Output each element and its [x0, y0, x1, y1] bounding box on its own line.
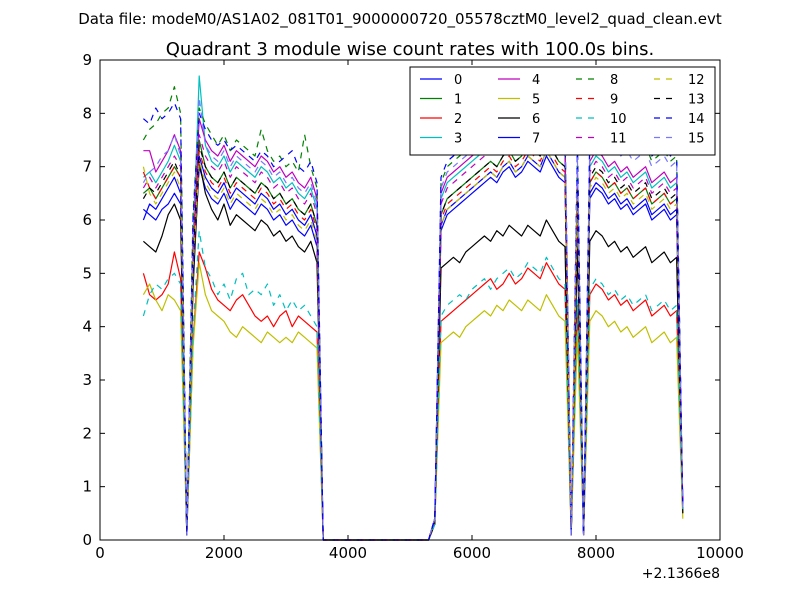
y-tick-label-3: 3	[82, 371, 92, 389]
legend-label-0: 0	[454, 73, 462, 88]
y-tick-label-2: 2	[82, 424, 92, 442]
legend-label-15: 15	[688, 132, 705, 147]
legend-label-8: 8	[610, 73, 618, 88]
y-tick-label-5: 5	[82, 264, 92, 282]
series-line-14	[143, 102, 684, 541]
legend-label-4: 4	[532, 73, 540, 88]
y-tick-label-7: 7	[82, 158, 92, 176]
suptitle: Data file: modeM0/AS1A02_081T01_90000007…	[78, 10, 722, 29]
y-tick-label-1: 1	[82, 478, 92, 496]
y-tick-label-6: 6	[82, 211, 92, 229]
x-tick-label-8000: 8000	[577, 544, 615, 562]
legend-label-9: 9	[610, 93, 618, 108]
legend-label-11: 11	[610, 132, 627, 147]
x-tick-label-0: 0	[95, 544, 105, 562]
x-tick-label-6000: 6000	[453, 544, 491, 562]
x-offset-label: +2.1366e8	[642, 566, 720, 582]
legend-label-14: 14	[688, 112, 705, 127]
legend-label-12: 12	[688, 73, 705, 88]
x-tick-label-2000: 2000	[205, 544, 243, 562]
legend-box	[409, 66, 716, 156]
x-tick-label-4000: 4000	[329, 544, 367, 562]
chart-title: Quadrant 3 module wise count rates with …	[166, 39, 655, 60]
y-tick-label-0: 0	[82, 531, 92, 549]
legend-label-2: 2	[454, 112, 462, 127]
x-tick-label-10000: 10000	[696, 544, 744, 562]
y-tick-label-9: 9	[82, 51, 92, 69]
legend-label-7: 7	[532, 132, 540, 147]
y-tick-label-4: 4	[82, 318, 92, 336]
legend-label-13: 13	[688, 93, 705, 108]
legend-label-10: 10	[610, 112, 627, 127]
legend-label-5: 5	[532, 93, 540, 108]
y-tick-label-8: 8	[82, 104, 92, 122]
legend-label-6: 6	[532, 112, 540, 127]
legend-label-3: 3	[454, 132, 462, 147]
legend-label-1: 1	[454, 93, 462, 108]
plot-frame	[99, 59, 721, 541]
